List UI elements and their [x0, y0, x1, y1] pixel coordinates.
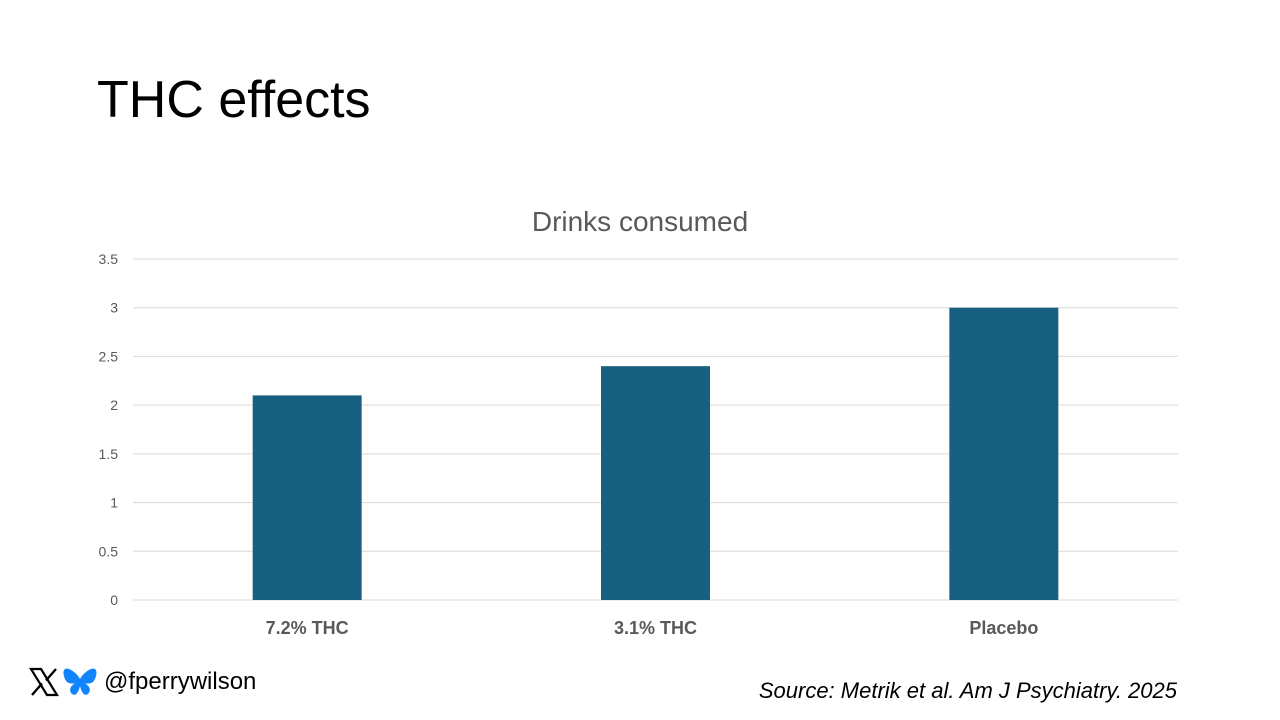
slide-title: THC effects: [97, 71, 371, 129]
x-logo-icon: [29, 667, 59, 697]
x-tick-label: 7.2% THC: [266, 618, 349, 638]
social-handle: @fperrywilson: [28, 666, 256, 698]
y-tick-label: 0: [110, 592, 118, 608]
y-tick-label: 0.5: [99, 543, 119, 559]
y-axis-ticks: 0 0.5 1 1.5 2 2.5 3 3.5: [99, 251, 119, 608]
y-tick-label: 3: [110, 300, 118, 316]
y-tick-label: 3.5: [99, 251, 119, 267]
handle-text: @fperrywilson: [104, 668, 257, 695]
bar-3: [949, 307, 1059, 600]
y-tick-label: 1: [110, 495, 118, 511]
source-citation: Source: Metrik et al. Am J Psychiatry. 2…: [758, 678, 1177, 703]
y-tick-label: 2.5: [99, 348, 119, 364]
x-tick-label: Placebo: [969, 618, 1038, 638]
x-axis-ticks: 7.2% THC 3.1% THC Placebo: [266, 618, 1039, 638]
bars: [252, 307, 1059, 600]
y-tick-label: 1.5: [99, 446, 119, 462]
bar-2: [601, 366, 710, 600]
x-tick-label: 3.1% THC: [614, 618, 697, 638]
y-tick-label: 2: [110, 397, 118, 413]
bar-1: [252, 395, 362, 600]
chart-title: Drinks consumed: [532, 206, 748, 237]
butterfly-icon: [63, 668, 97, 695]
